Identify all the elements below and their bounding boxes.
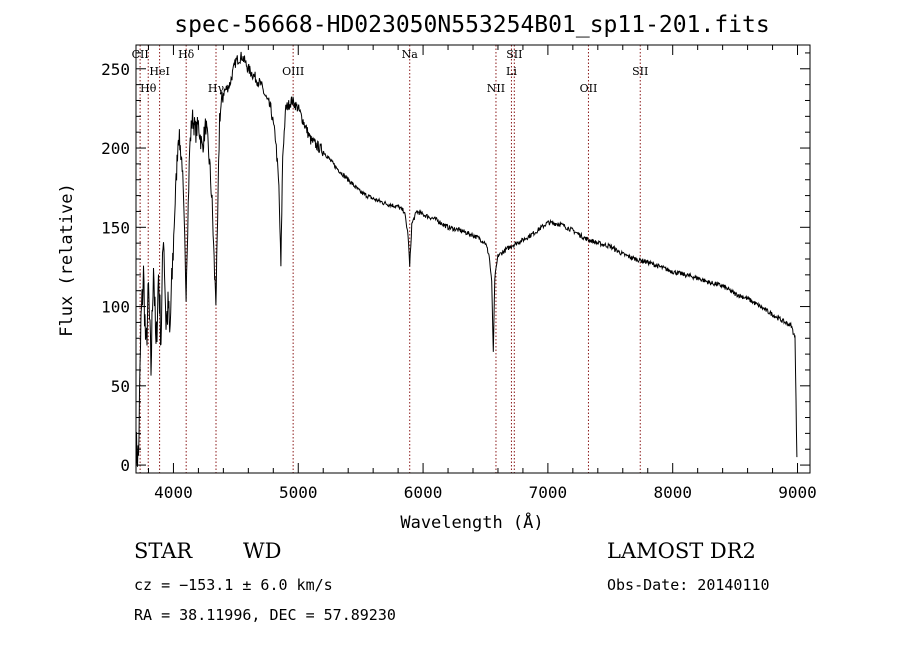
reference-line-label: Hδ: [178, 48, 195, 61]
y-tick-label: 0: [120, 456, 130, 475]
spectrum-series: [135, 51, 798, 472]
redshift-text: cz = −153.1 ± 6.0 km/s: [134, 576, 333, 594]
y-tick-label: 100: [101, 298, 130, 317]
x-axis-label: Wavelength (Å): [400, 511, 543, 533]
reference-line-label: SII: [506, 48, 522, 61]
reference-line-label: NII: [487, 82, 505, 95]
reference-line-label: Na: [402, 48, 419, 61]
y-axis-label: Flux (relative): [57, 183, 77, 337]
reference-line-label: OII: [580, 82, 598, 95]
x-tick-label: 8000: [653, 483, 692, 502]
y-tick-label: 50: [111, 377, 130, 396]
reference-line-label: Hγ: [208, 82, 225, 95]
y-tick-label: 150: [101, 218, 130, 237]
chart-title: spec-56668-HD023050N553254B01_sp11-201.f…: [174, 12, 769, 38]
x-tick-label: 6000: [404, 483, 443, 502]
reference-line-label: OIII: [282, 65, 304, 78]
x-tick-label: 7000: [529, 483, 568, 502]
reference-line-label: Hθ: [140, 82, 157, 95]
x-axis: 4000 5000 6000 7000 8000 9000: [147, 45, 817, 502]
obs-date: Obs-Date: 20140110: [607, 576, 770, 594]
x-tick-label: 4000: [154, 483, 193, 502]
reference-line-label: Li: [506, 65, 517, 78]
survey-name: LAMOST DR2: [607, 539, 756, 563]
reference-line-label: CII: [132, 48, 149, 61]
object-subclass: WD: [243, 539, 281, 563]
object-class: STAR: [134, 539, 193, 563]
coordinates: RA = 38.11996, DEC = 57.89230: [134, 606, 396, 624]
reference-line-label: SII: [632, 65, 648, 78]
y-tick-label: 250: [101, 60, 130, 79]
x-tick-label: 5000: [279, 483, 318, 502]
reference-line-label: HeI: [149, 65, 169, 78]
x-tick-label: 9000: [778, 483, 817, 502]
y-tick-label: 200: [101, 139, 130, 158]
spectrum-line: [135, 51, 798, 472]
plot-frame: [135, 44, 811, 474]
y-axis: 0 50 100 150 200 250: [101, 52, 810, 475]
